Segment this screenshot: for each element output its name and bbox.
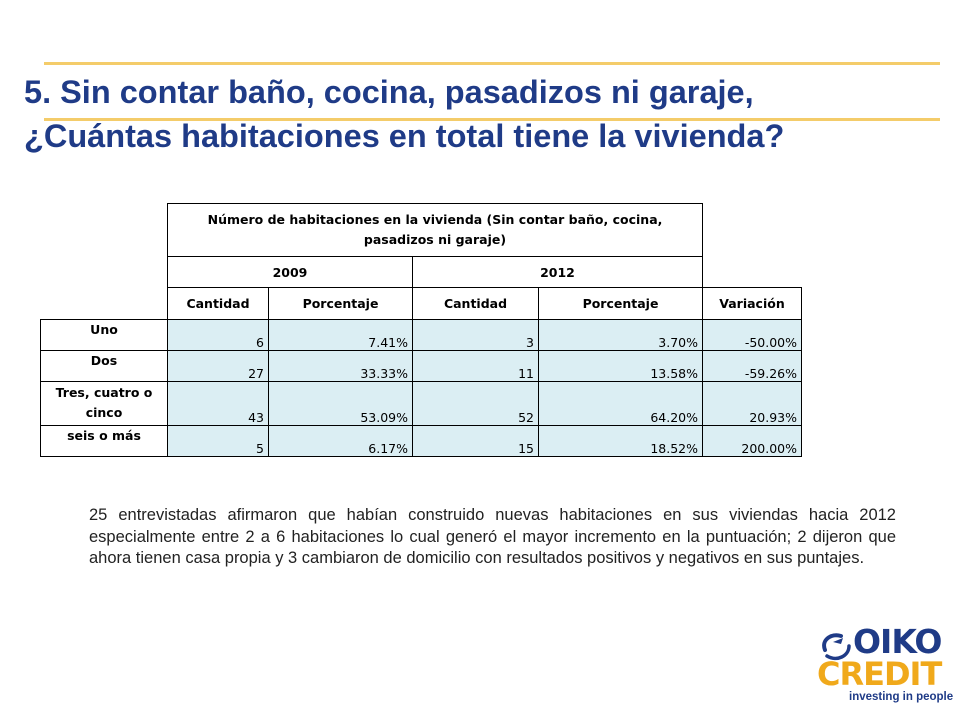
logo-word-credit: CREDIT — [817, 655, 942, 693]
table-row: Tres, cuatro o cinco 43 53.09% 52 64.20%… — [40, 381, 802, 426]
logo-tagline: investing in people — [849, 691, 954, 703]
cell-porcentaje-2009: 33.33% — [268, 350, 413, 382]
cell-porcentaje-2009: 53.09% — [268, 381, 413, 426]
table-main-header: Número de habitaciones en la vivienda (S… — [167, 203, 703, 257]
cell-cantidad-2012: 3 — [412, 319, 539, 351]
year-header-2012: 2012 — [412, 256, 703, 288]
cell-cantidad-2012: 52 — [412, 381, 539, 426]
cell-variacion: 20.93% — [702, 381, 802, 426]
cell-cantidad-2009: 43 — [167, 381, 269, 426]
title-line-1: 5. Sin contar baño, cocina, pasadizos ni… — [24, 74, 754, 110]
page-title: 5. Sin contar baño, cocina, pasadizos ni… — [24, 70, 934, 158]
table-row: seis o más 5 6.17% 15 18.52% 200.00% — [40, 425, 802, 457]
row-label: Uno — [40, 319, 168, 351]
column-header: Cantidad — [412, 287, 539, 320]
cell-cantidad-2009: 27 — [167, 350, 269, 382]
cell-variacion: 200.00% — [702, 425, 802, 457]
title-decorative-rule — [44, 118, 940, 121]
row-label: Tres, cuatro o cinco — [40, 381, 168, 426]
table-row: Uno 6 7.41% 3 3.70% -50.00% — [40, 319, 802, 351]
column-header: Cantidad — [167, 287, 269, 320]
cell-porcentaje-2009: 7.41% — [268, 319, 413, 351]
rooms-table: Número de habitaciones en la vivienda (S… — [40, 203, 802, 457]
oikocredit-swirl-icon — [822, 633, 851, 661]
row-label: seis o más — [40, 425, 168, 457]
cell-porcentaje-2009: 6.17% — [268, 425, 413, 457]
title-line-2: ¿Cuántas habitaciones en total tiene la … — [24, 118, 785, 154]
top-decorative-rule — [44, 62, 940, 65]
year-header-2009: 2009 — [167, 256, 413, 288]
cell-porcentaje-2012: 13.58% — [538, 350, 703, 382]
column-header: Porcentaje — [538, 287, 703, 320]
cell-cantidad-2012: 11 — [412, 350, 539, 382]
row-label: Dos — [40, 350, 168, 382]
oikocredit-logo: OIKO CREDIT investing in people — [815, 622, 953, 708]
cell-porcentaje-2012: 64.20% — [538, 381, 703, 426]
column-header: Porcentaje — [268, 287, 413, 320]
cell-porcentaje-2012: 18.52% — [538, 425, 703, 457]
column-header: Variación — [702, 287, 802, 320]
cell-variacion: -59.26% — [702, 350, 802, 382]
cell-cantidad-2009: 5 — [167, 425, 269, 457]
cell-cantidad-2012: 15 — [412, 425, 539, 457]
table-row: Dos 27 33.33% 11 13.58% -59.26% — [40, 350, 802, 382]
cell-cantidad-2009: 6 — [167, 319, 269, 351]
cell-porcentaje-2012: 3.70% — [538, 319, 703, 351]
summary-paragraph: 25 entrevistadas afirmaron que habían co… — [89, 506, 896, 567]
cell-variacion: -50.00% — [702, 319, 802, 351]
logo-word-oiko: OIKO — [853, 622, 942, 661]
